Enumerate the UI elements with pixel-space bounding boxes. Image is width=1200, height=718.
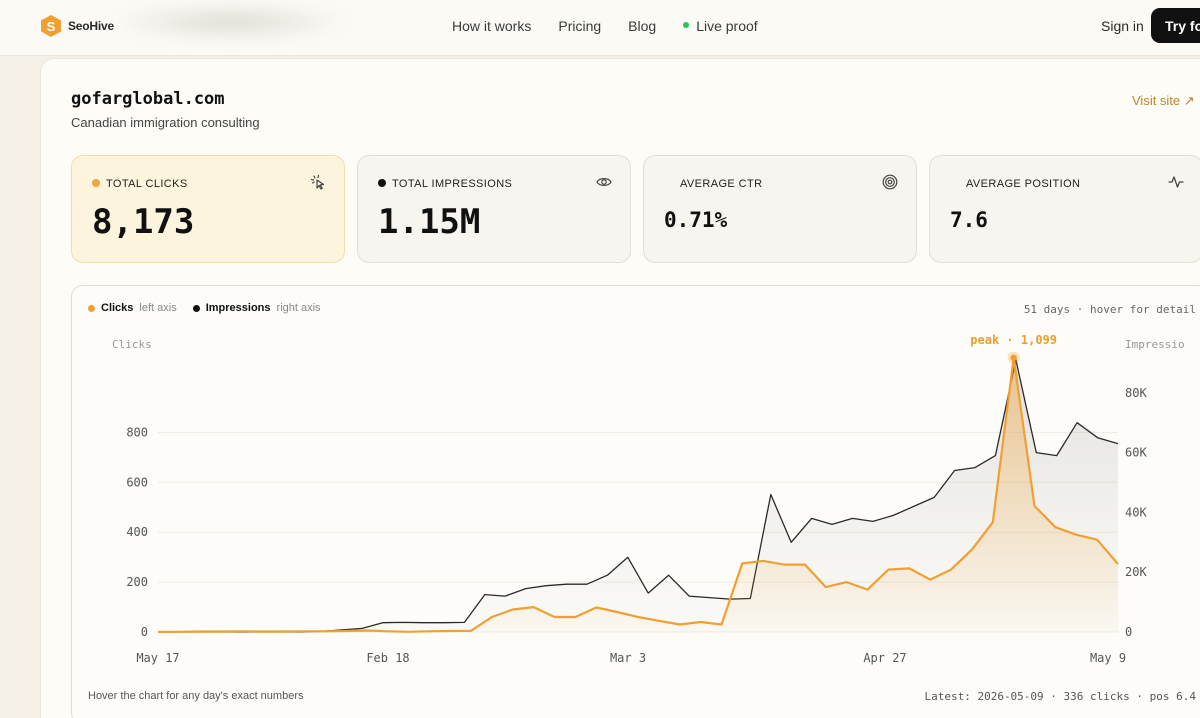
activity-icon xyxy=(1168,176,1184,188)
site-report-panel: gofarglobal.com Canadian immigration con… xyxy=(40,58,1200,718)
nav-pricing[interactable]: Pricing xyxy=(558,18,602,34)
stat-value: 8,173 xyxy=(92,202,195,242)
legend-impressions-axis: right axis xyxy=(276,302,321,314)
nav-live-proof[interactable]: Live proof xyxy=(683,18,758,34)
right-axis-title: Impressio xyxy=(1125,338,1185,351)
peak-marker xyxy=(1010,354,1017,361)
try-free-button[interactable]: Try fo xyxy=(1151,8,1200,43)
svg-text:S: S xyxy=(47,19,56,34)
left-axis-tick-label: 0 xyxy=(141,625,148,639)
stat-value: 1.15M xyxy=(378,202,481,242)
nav-live-proof-label: Live proof xyxy=(696,18,758,34)
left-axis-tick-label: 400 xyxy=(126,525,148,539)
stat-card-average-ctr[interactable]: AVERAGE CTR 0.71% xyxy=(643,155,917,263)
nav-how-it-works[interactable]: How it works xyxy=(452,18,532,34)
stat-label: AVERAGE CTR xyxy=(680,178,763,190)
stat-value: 7.6 xyxy=(950,208,988,232)
stat-label-row: TOTAL IMPRESSIONS xyxy=(378,178,512,190)
x-axis-tick-label: Apr 27 xyxy=(863,651,906,665)
stat-label: AVERAGE POSITION xyxy=(966,178,1081,190)
site-description: Canadian immigration consulting xyxy=(71,115,260,130)
performance-chart[interactable]: Clicks left axis Impressions right axis … xyxy=(71,285,1200,718)
right-axis-tick-label: 60K xyxy=(1125,446,1147,460)
site-domain: gofarglobal.com xyxy=(71,89,225,109)
impressions-area xyxy=(158,359,1118,632)
nav-blog[interactable]: Blog xyxy=(628,18,657,34)
chart-legend: Clicks left axis Impressions right axis xyxy=(88,302,331,314)
seohive-logo-icon: S xyxy=(41,15,61,37)
x-axis-tick-label: May 9 xyxy=(1090,651,1126,665)
left-axis-tick-label: 600 xyxy=(126,475,148,489)
right-axis-tick-label: 20K xyxy=(1125,565,1147,579)
visit-site-link[interactable]: Visit site ↗ xyxy=(1132,93,1195,108)
x-axis-tick-label: Feb 18 xyxy=(366,651,409,665)
target-icon xyxy=(882,174,898,190)
chart-latest-summary: Latest: 2026-05-09 · 336 clicks · pos 6.… xyxy=(924,690,1196,703)
legend-clicks-name: Clicks xyxy=(101,302,134,314)
impressions-dot xyxy=(378,179,386,188)
stat-label: TOTAL IMPRESSIONS xyxy=(392,178,513,190)
nav-links: How it works Pricing Blog Live proof xyxy=(452,18,758,34)
clicks-dot xyxy=(92,179,100,188)
x-axis-tick-label: May 17 xyxy=(136,651,179,665)
stat-card-total-clicks[interactable]: TOTAL CLICKS 8,173 xyxy=(71,155,345,263)
clicks-line xyxy=(158,356,1119,633)
stat-label-row: TOTAL CLICKS xyxy=(92,178,188,190)
left-axis-tick-label: 200 xyxy=(126,575,148,589)
live-status-dot xyxy=(683,22,690,29)
brand-name: SeoHive xyxy=(68,19,114,33)
brand-logo[interactable]: S SeoHive xyxy=(40,14,114,38)
peak-label: peak · 1,099 xyxy=(970,333,1057,347)
clicks-area xyxy=(158,357,1118,632)
legend-impressions-name: Impressions xyxy=(205,302,271,314)
left-axis-title: Clicks xyxy=(112,338,152,351)
right-axis-tick-label: 80K xyxy=(1125,386,1147,400)
left-axis-tick-label: 800 xyxy=(126,425,148,439)
stat-label: TOTAL CLICKS xyxy=(106,178,188,190)
legend-clicks-axis: left axis xyxy=(139,302,177,314)
stat-card-total-impressions[interactable]: TOTAL IMPRESSIONS 1.15M xyxy=(357,155,631,263)
stat-card-average-position[interactable]: AVERAGE POSITION 7.6 xyxy=(929,155,1200,263)
chart-canvas[interactable]: 0 200 400 600 800 0 20K 40K 60K 80K Clicks Impressi… xyxy=(72,286,1200,686)
cursor-click-icon xyxy=(310,174,325,190)
chart-hint: Hover the chart for any day's exact numb… xyxy=(88,690,304,702)
x-axis-tick-label: Mar 3 xyxy=(610,651,646,665)
sign-in-link[interactable]: Sign in xyxy=(1101,18,1144,34)
legend-clicks-swatch xyxy=(88,304,95,312)
eye-icon xyxy=(596,178,612,186)
chart-meta: 51 days · hover for detail xyxy=(1023,303,1196,316)
top-nav: S SeoHive How it works Pricing Blog Live… xyxy=(0,0,1200,56)
right-axis-tick-label: 40K xyxy=(1125,505,1147,519)
legend-impressions-swatch xyxy=(192,304,200,312)
right-axis-tick-label: 0 xyxy=(1125,625,1132,639)
stat-value: 0.71% xyxy=(664,208,728,232)
blurred-region xyxy=(110,2,350,42)
